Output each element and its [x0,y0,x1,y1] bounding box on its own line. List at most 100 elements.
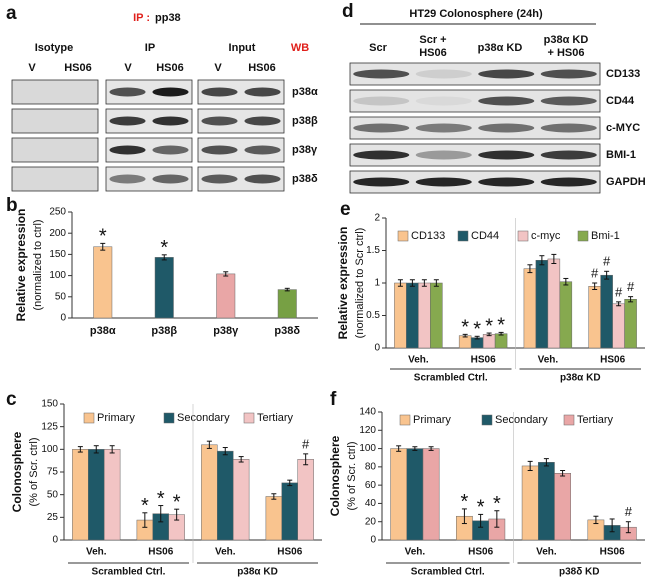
bar [612,303,625,349]
y-tick-label: 50 [47,489,59,500]
blot-band [152,87,189,97]
y-tick-label: 140 [359,407,376,418]
blot-band [109,87,146,97]
lane-label: Scr [369,42,387,54]
y-tick-label: 80 [365,461,377,472]
group-label: p38α KD [560,373,601,384]
bar [535,260,549,349]
y-axis-label: Colonosphere [328,435,342,516]
y-tick-label: 1.5 [366,245,380,256]
blot-band [353,177,410,187]
legend-swatch [243,412,255,424]
blots [11,79,285,192]
x-tick-label: HS06 [277,547,302,558]
y-axis-label: Relative expression [336,227,350,340]
legend-swatch [481,414,493,426]
y-tick-label: 100 [41,444,58,455]
panel-letter: f [330,389,337,410]
legend-label: Secondary [495,414,548,426]
bar [88,449,105,541]
x-tick-label: p38γ [213,325,239,337]
bar [232,459,250,541]
blot-band [540,96,597,106]
bar [588,286,601,349]
group-label: p38δ KD [559,567,600,578]
group-label: Scrambled Ctrl. [411,567,485,578]
y-tick-label: 2 [374,213,380,224]
panel-letter: e [340,199,351,220]
y-axis-sublabel: (normalized to ctrl) [32,219,44,310]
blot-band [478,69,535,79]
significance-mark: * [485,315,493,337]
group-label: Scrambled Ctrl. [92,567,166,578]
x-tick-label: Veh. [538,355,559,366]
blot-band [152,174,189,184]
blot-band [244,116,281,126]
legend-swatch [577,230,589,242]
significance-mark: * [493,493,501,515]
bar [418,282,431,349]
y-tick-label: 60 [365,480,377,491]
significance-mark: * [157,488,165,510]
bar [600,274,613,349]
lane-label: HS06 [156,62,184,74]
blot-band [415,69,472,79]
y-tick-label: 50 [55,291,67,302]
x-tick-label: p38δ [274,325,300,337]
blot-band [540,150,597,160]
blot-band [201,87,238,97]
blot-box [349,89,601,113]
blot-box [349,170,601,194]
blot-box [349,62,601,86]
x-tick-label: HS06 [468,547,493,558]
y-axis-sublabel: (% of Scr. ctrl) [346,441,358,510]
bar [554,473,571,541]
lane-label: + HS06 [548,47,585,59]
y-tick-label: 125 [41,421,58,432]
y-tick-label: 100 [49,270,66,281]
y-tick-label: 20 [365,516,377,527]
wb-label: WB [291,42,309,54]
x-tick-label: p38α [90,325,116,337]
significance-mark: * [141,495,149,517]
bar [265,496,283,541]
panel-letter: b [6,195,18,216]
y-axis-label: Colonosphere [10,431,24,512]
blot-box [11,166,99,192]
x-tick-label: Veh. [536,547,557,558]
blot-band [415,177,472,187]
x-tick-label: Veh. [405,547,426,558]
bar [297,459,314,541]
legend-swatch [83,412,95,424]
blot-band [152,145,189,155]
y-tick-label: 150 [41,399,58,410]
legend-label: Tertiary [257,412,294,424]
significance-mark: * [473,319,481,341]
bar [521,465,539,541]
row-label: CD133 [606,68,640,80]
row-label: c-MYC [606,122,640,134]
bar [422,448,440,541]
blot-band [540,69,597,79]
blot-band [152,116,189,126]
x-tick-label: HS06 [148,547,173,558]
lane-label: p38α KD [478,42,523,54]
bar [559,281,573,349]
x-tick-label: HS06 [600,355,625,366]
lane-label: V [124,62,132,74]
row-label: GAPDH [606,176,646,188]
row-label: BMI-1 [606,149,636,161]
lane-label: V [28,62,36,74]
blot-band [353,123,410,133]
x-tick-label: HS06 [471,355,496,366]
significance-mark: # [591,265,599,280]
bar [217,450,234,541]
legend-label: c-myc [531,230,561,242]
y-axis-sublabel: (% of Scr. ctrl) [28,437,40,506]
y-tick-label: 100 [359,443,376,454]
blot-band [244,87,281,97]
lane-label: HS06 [248,62,276,74]
y-tick-label: 150 [49,249,66,260]
blot-band [109,145,146,155]
blot-band [478,150,535,160]
